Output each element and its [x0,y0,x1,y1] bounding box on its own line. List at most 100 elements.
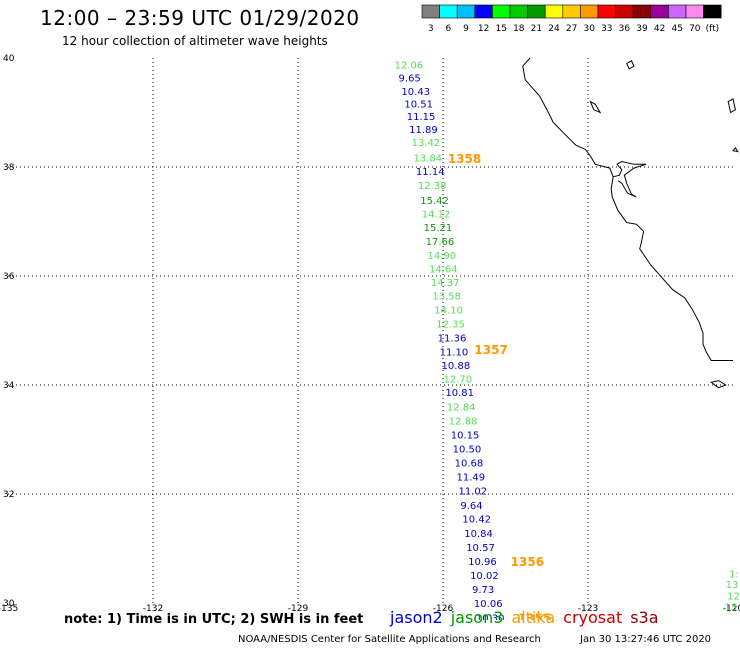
wave-height-value: 10.96 [468,557,497,568]
scale-label: 42 [654,24,665,34]
legend-altika: altika [511,608,556,627]
wave-height-value: 10.68 [455,458,484,469]
wave-height-value: 11.02 [458,486,487,497]
scale-label: 27 [566,24,577,34]
legend-jason2: jason2 [390,608,443,627]
san-francisco-bay-outline [612,160,647,198]
island-outline [727,98,736,114]
wave-height-value: 14.10 [434,305,463,316]
wave-height-value: 14.12 [422,209,451,220]
longitude-label: -135 [0,604,18,614]
wave-height-value: 10.81 [445,388,474,399]
wave-height-value: 15.21 [424,223,453,234]
wave-height-value: 10.15 [451,431,480,442]
legend-jason3: jason3 [450,608,504,627]
wave-height-value: 12.88 [449,417,478,428]
wave-height-value: 12.06 [395,61,424,72]
wave-height-value: 12.35 [436,320,465,331]
wave-height-color-scale: 3 6 9 12 15 18 21 24 27 30 33 36 39 42 45 70 (ft) [421,4,722,34]
wave-height-value: 11.89 [409,125,438,136]
wave-height-value: 12.38 [418,181,447,192]
wave-height-value: 10.43 [401,87,430,98]
longitude-label: -126 [433,604,454,614]
wave-height-value: 10.50 [453,444,482,455]
island-outline [626,59,635,70]
map-frame [8,58,733,603]
scale-label: 70 [689,24,701,34]
wave-height-value: 10.51 [404,99,433,110]
generated-timestamp: Jan 30 13:27:46 UTC 2020 [580,634,712,645]
pass-number: 1358 [448,152,481,166]
scale-label: 6 [446,24,452,34]
wave-height-value: 13.58 [432,292,461,303]
latitude-label: 38 [3,163,15,173]
scale-label: 39 [636,24,648,34]
wave-height-value: 12.70 [443,375,472,386]
wave-height-value: 11.49 [457,473,486,484]
longitude-label: -123 [578,604,598,614]
scale-label: 30 [583,24,595,34]
wave-height-value: 17.66 [426,237,455,248]
wave-height-value: 13.42 [412,138,441,149]
island-outline [732,147,739,153]
wave-height-value: 10.02 [470,571,499,582]
wave-height-value: 12.84 [447,402,476,413]
altimeter-map: -135 -132 -129 -126 -123 -120 40 38 36 34 32 30 12.0… [0,54,740,620]
latitude-label: 34 [3,381,15,391]
wave-height-value: 13.3 [724,602,740,613]
longitude-label: -120 [723,604,740,614]
wave-height-value: 13.84 [414,153,443,164]
scale-label: 36 [619,24,631,34]
scale-label: (ft) [706,24,720,34]
scale-label: 15 [495,24,506,34]
latitude-label: 36 [3,272,15,282]
pass-number: 1356 [511,555,544,569]
wave-height-value: 10.57 [466,543,495,554]
scale-label: 24 [548,24,560,34]
wave-height-value: 10.84 [464,529,493,540]
map-subtitle: 12 hour collection of altimeter wave hei… [62,34,328,48]
wave-height-value: 10.88 [442,361,471,372]
wave-height-value: 14.37 [431,278,460,289]
scale-label: 18 [513,24,525,34]
island-outline [710,380,727,389]
latitude-label: 40 [3,54,15,64]
longitude-label: -132 [143,604,163,614]
wave-height-value: 11.14 [416,167,445,178]
scale-label: 12 [478,24,489,34]
scale-label: 9 [463,24,469,34]
latitude-label: 32 [3,490,14,500]
scale-swatch [703,4,722,19]
wave-height-value: 9.73 [472,585,494,596]
wave-height-value: 10.30 [476,613,505,620]
legend-cryosat: cryosat [563,608,623,627]
credit-text: NOAA/NESDIS Center for Satellite Applica… [238,634,541,645]
pass-number: 1357 [474,343,507,357]
longitude-label: -129 [288,604,309,614]
footnote: note: 1) Time is in UTC; 2) SWH is in fe… [64,612,364,627]
wave-height-value: 14.90 [428,251,457,262]
wave-height-value: 12. [727,591,740,602]
wave-height-value: 1: [729,570,739,581]
scale-label: 3 [428,24,434,34]
wave-height-value: 10.42 [462,515,491,526]
map-title: 12:00 – 23:59 UTC 01/29/2020 [40,6,360,30]
scale-label: 45 [671,24,682,34]
wave-height-value: 11.10 [440,347,469,358]
wave-height-value: 15.42 [420,196,449,207]
wave-height-value: 11.36 [438,334,467,345]
wave-height-value: 9.64 [460,501,482,512]
island-outline [589,100,602,114]
pass-number: 1355 [518,611,551,620]
wave-height-value: 9.65 [399,74,421,85]
scale-label: 21 [531,24,542,34]
wave-height-value: 10.06 [474,599,503,610]
latitude-label: 30 [3,599,15,609]
wave-height-value: 14.64 [429,264,458,275]
wave-height-value: 11.15 [407,112,436,123]
satellite-legend: jason2 jason3 altika cryosat s3a [390,608,667,627]
wave-height-value: 13 [726,580,739,591]
coastline [522,57,733,361]
legend-s3a: s3a [630,608,659,627]
scale-label: 33 [601,24,612,34]
